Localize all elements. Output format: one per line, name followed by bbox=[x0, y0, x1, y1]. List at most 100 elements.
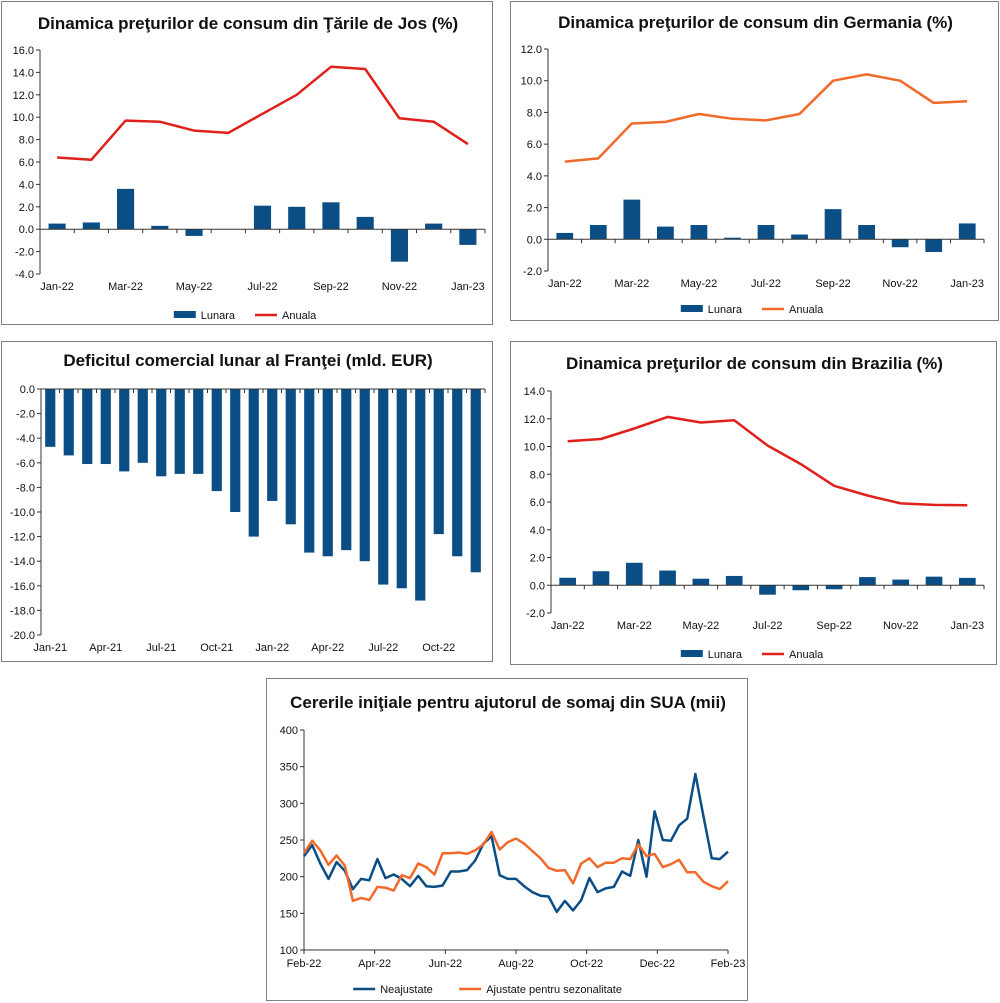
lunara-bar bbox=[859, 577, 876, 586]
lunara-bar bbox=[288, 206, 306, 230]
chart-title: Dinamica preţurilor de consum din German… bbox=[558, 13, 953, 32]
x-tick-label: Jul-22 bbox=[753, 620, 783, 632]
germany-cpi-chart: Dinamica preţurilor de consum din German… bbox=[510, 1, 999, 321]
lunara-bar bbox=[390, 229, 408, 262]
lunara-bar bbox=[556, 232, 574, 240]
y-tick-label: 2.0 bbox=[530, 553, 545, 565]
lunara-bar bbox=[657, 226, 674, 240]
x-tick-label: Jan-22 bbox=[551, 620, 585, 632]
y-tick-label: 350 bbox=[280, 762, 298, 774]
lunara-bar bbox=[891, 239, 909, 248]
x-tick-label: Oct-22 bbox=[422, 642, 455, 654]
y-tick-label: -10.0 bbox=[10, 507, 35, 519]
deficit-bar bbox=[82, 389, 93, 465]
x-tick-label: Apr-22 bbox=[358, 958, 391, 970]
x-tick-label: Jul-22 bbox=[248, 281, 278, 293]
brazil-cpi-chart: Dinamica preţurilor de consum din Brazil… bbox=[510, 341, 997, 665]
y-tick-label: -2.0 bbox=[16, 409, 35, 421]
deficit-bar bbox=[156, 389, 167, 477]
x-tick-label: Jul-22 bbox=[368, 642, 398, 654]
lunara-bar bbox=[958, 223, 976, 240]
y-tick-label: 12.0 bbox=[524, 414, 545, 426]
x-tick-label: Aug-22 bbox=[498, 958, 533, 970]
y-tick-label: 0.0 bbox=[527, 234, 542, 246]
deficit-bar bbox=[322, 389, 333, 557]
lunara-bar bbox=[623, 199, 641, 240]
chart-title: Dinamica preţurilor de consum din Brazil… bbox=[566, 354, 943, 373]
y-tick-label: -6.0 bbox=[16, 458, 35, 470]
lunara-bar bbox=[185, 229, 203, 236]
y-tick-label: 100 bbox=[280, 945, 298, 957]
deficit-bar bbox=[119, 389, 130, 472]
x-tick-label: Mar-22 bbox=[108, 281, 143, 293]
lunara-bar bbox=[959, 577, 976, 586]
neajustate-legend-label: Neajustate bbox=[380, 984, 433, 996]
lunara-bar bbox=[592, 571, 610, 586]
x-tick-label: Oct-22 bbox=[570, 958, 603, 970]
us-jobless-claims-chart: Cererile iniţiale pentru ajutorul de som… bbox=[266, 678, 748, 1001]
deficit-bar bbox=[267, 389, 278, 501]
lunara-bar bbox=[892, 579, 910, 586]
deficit-bar bbox=[193, 389, 204, 474]
y-tick-label: 4.0 bbox=[530, 525, 545, 537]
chart-title: Cererile iniţiale pentru ajutorul de som… bbox=[290, 693, 726, 712]
y-tick-label: 8.0 bbox=[527, 107, 542, 119]
deficit-bar bbox=[359, 389, 370, 562]
x-tick-label: Jun-22 bbox=[429, 958, 463, 970]
y-tick-label: -2.0 bbox=[523, 266, 542, 278]
y-tick-label: -2.0 bbox=[526, 608, 545, 620]
lunara-bar bbox=[757, 225, 775, 240]
deficit-bar bbox=[285, 389, 296, 525]
x-tick-label: Jan-22 bbox=[255, 642, 289, 654]
x-tick-label: Jan-22 bbox=[40, 281, 74, 293]
lunara-legend-swatch bbox=[173, 311, 196, 318]
y-tick-label: 8.0 bbox=[530, 469, 545, 481]
x-tick-label: Nov-22 bbox=[882, 278, 917, 290]
deficit-bar bbox=[396, 389, 407, 589]
chart-title: Dinamica preţurilor de consum din Ţările… bbox=[38, 14, 458, 33]
deficit-bar bbox=[433, 389, 444, 535]
lunara-bar bbox=[322, 202, 340, 230]
france-trade-deficit-chart: Deficitul comercial lunar al Franţei (ml… bbox=[1, 341, 493, 662]
deficit-bar bbox=[415, 389, 426, 601]
lunara-bar bbox=[791, 234, 808, 240]
lunara-bar bbox=[117, 188, 135, 230]
anuala-line bbox=[567, 415, 968, 507]
x-tick-label: Nov-22 bbox=[382, 281, 417, 293]
x-tick-label: May-22 bbox=[176, 281, 213, 293]
y-tick-label: 0.0 bbox=[19, 224, 34, 236]
y-tick-label: -4.0 bbox=[15, 269, 34, 281]
y-tick-label: -2.0 bbox=[15, 247, 34, 259]
x-tick-label: Mar-22 bbox=[617, 620, 652, 632]
y-tick-label: 0.0 bbox=[530, 580, 545, 592]
lunara-bar bbox=[48, 223, 66, 230]
lunara-legend-label: Lunara bbox=[708, 649, 743, 661]
x-tick-label: Feb-22 bbox=[287, 958, 322, 970]
x-tick-label: Jan-21 bbox=[33, 642, 67, 654]
lunara-bar bbox=[625, 562, 643, 586]
x-tick-label: May-22 bbox=[681, 278, 718, 290]
lunara-bar bbox=[825, 585, 843, 590]
x-tick-label: Feb-23 bbox=[711, 958, 746, 970]
deficit-bar bbox=[137, 389, 148, 463]
lunara-legend-label: Lunara bbox=[708, 304, 743, 316]
deficit-bar bbox=[304, 389, 315, 553]
y-tick-label: 2.0 bbox=[19, 202, 34, 214]
y-tick-label: 10.0 bbox=[521, 76, 542, 88]
x-tick-label: Apr-21 bbox=[89, 642, 122, 654]
y-tick-label: 250 bbox=[280, 835, 298, 847]
ajustate-pentru-sezonalitate-legend-label: Ajustate pentru sezonalitate bbox=[486, 984, 622, 996]
deficit-bar bbox=[174, 389, 185, 474]
y-tick-label: 2.0 bbox=[527, 203, 542, 215]
y-tick-label: -14.0 bbox=[10, 556, 35, 568]
lunara-legend-swatch bbox=[680, 305, 703, 312]
x-tick-label: Sep-22 bbox=[313, 281, 348, 293]
lunara-bar bbox=[724, 237, 741, 240]
y-tick-label: 14.0 bbox=[13, 67, 34, 79]
deficit-bar bbox=[341, 389, 352, 551]
lunara-bar bbox=[925, 239, 943, 252]
y-tick-label: -4.0 bbox=[16, 433, 35, 445]
anuala-line bbox=[564, 73, 968, 163]
deficit-bar bbox=[248, 389, 259, 537]
france-trade-deficit-svg: Deficitul comercial lunar al Franţei (ml… bbox=[10, 351, 486, 654]
